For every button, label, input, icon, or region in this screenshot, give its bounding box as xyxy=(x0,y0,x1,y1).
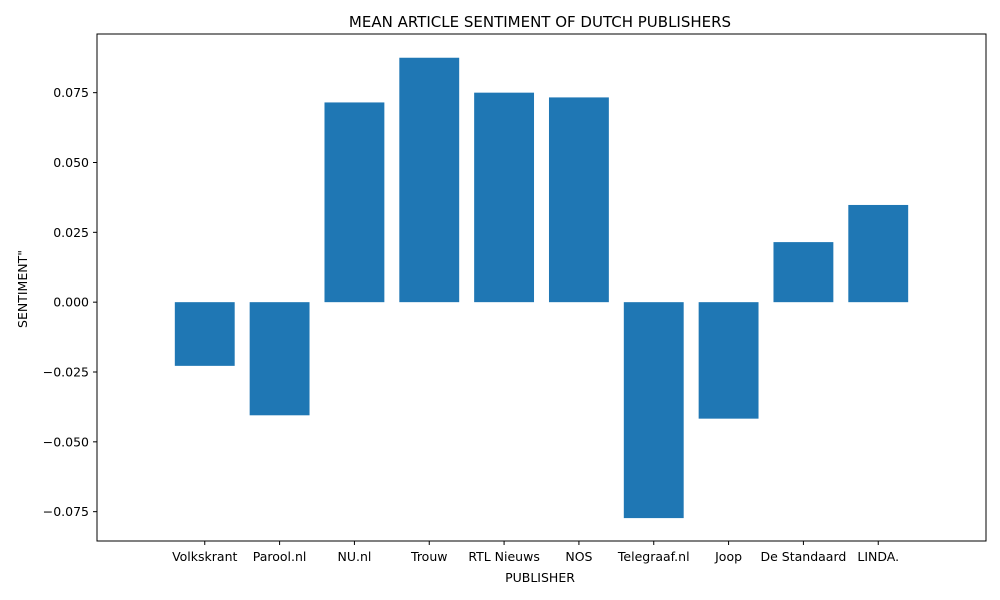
y-tick-label: −0.075 xyxy=(43,504,89,519)
bar-nu-nl xyxy=(324,102,385,303)
y-tick-label: 0.025 xyxy=(53,225,89,240)
bar-volkskrant xyxy=(174,302,235,366)
bar-de-standaard xyxy=(773,242,834,303)
y-tick-label: 0.000 xyxy=(53,295,89,310)
x-axis-title: PUBLISHER xyxy=(505,570,575,585)
x-tick-label: NU.nl xyxy=(337,549,371,564)
x-tick-label: Volkskrant xyxy=(172,549,237,564)
y-axis: −0.075 −0.050 −0.025 0.000 0.025 0.050 0.075 xyxy=(43,85,97,519)
y-axis-title: SENTIMENT" xyxy=(15,250,30,328)
x-tick-label: NOS xyxy=(565,549,592,564)
x-tick-label: Joop xyxy=(714,549,742,564)
bar-telegraaf-nl xyxy=(623,302,684,519)
bar-joop xyxy=(698,302,759,419)
y-tick-label: −0.025 xyxy=(43,365,89,380)
x-tick-label: Trouw xyxy=(410,549,447,564)
x-tick-label: Telegraaf.nl xyxy=(617,549,690,564)
bar-parool-nl xyxy=(249,302,310,416)
plot-frame xyxy=(96,33,987,542)
bar-linda xyxy=(848,204,909,303)
x-tick-label: LINDA. xyxy=(857,549,899,564)
y-tick-label: 0.075 xyxy=(53,85,89,100)
bar-nos xyxy=(548,97,609,303)
chart-title: MEAN ARTICLE SENTIMENT OF DUTCH PUBLISHE… xyxy=(349,13,731,31)
bar-trouw xyxy=(399,57,460,303)
bar-rtl-nieuws xyxy=(474,92,535,303)
x-tick-label: De Standaard xyxy=(760,549,846,564)
bars-group xyxy=(174,57,909,519)
x-tick-label: RTL Nieuws xyxy=(468,549,540,564)
y-tick-label: 0.050 xyxy=(53,155,89,170)
x-tick-label: Parool.nl xyxy=(253,549,307,564)
y-tick-label: −0.050 xyxy=(43,434,89,449)
x-axis: Volkskrant Parool.nl NU.nl Trouw RTL Nieuws N… xyxy=(172,541,899,564)
